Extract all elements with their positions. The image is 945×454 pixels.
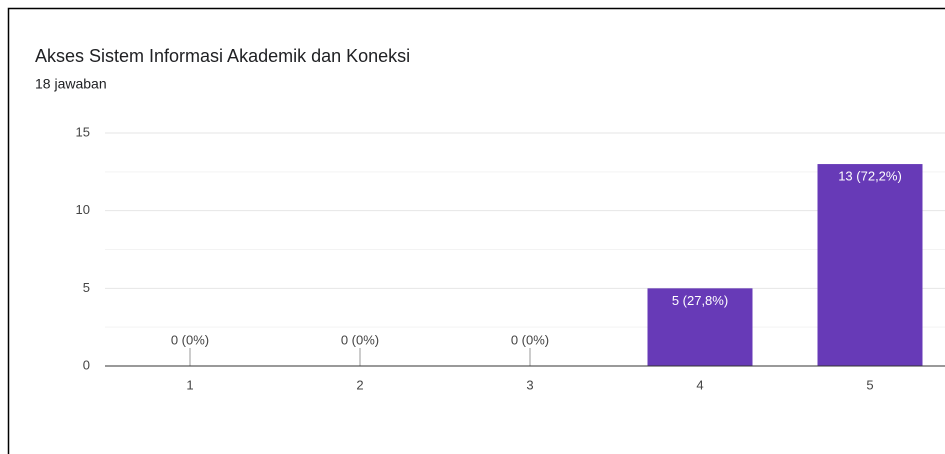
value-label: 0 (0%) — [341, 332, 379, 347]
value-label: 0 (0%) — [511, 332, 549, 347]
x-tick-label: 3 — [526, 377, 533, 392]
y-tick-label: 0 — [83, 357, 90, 372]
x-tick-label: 2 — [356, 377, 363, 392]
bar — [817, 164, 923, 366]
x-tick-label: 5 — [866, 377, 873, 392]
value-label: 5 (27,8%) — [672, 293, 728, 308]
bar — [647, 288, 753, 366]
chart-title: Akses Sistem Informasi Akademik dan Kone… — [35, 46, 410, 66]
card — [7, 7, 945, 454]
y-tick-label: 10 — [76, 202, 90, 217]
y-tick-label: 15 — [76, 124, 90, 139]
y-tick-label: 5 — [83, 280, 90, 295]
chart-subtitle: 18 jawaban — [35, 76, 107, 92]
x-tick-label: 4 — [696, 377, 703, 392]
x-tick-label: 1 — [186, 377, 193, 392]
value-label: 13 (72,2%) — [838, 169, 902, 184]
value-label: 0 (0%) — [171, 332, 209, 347]
